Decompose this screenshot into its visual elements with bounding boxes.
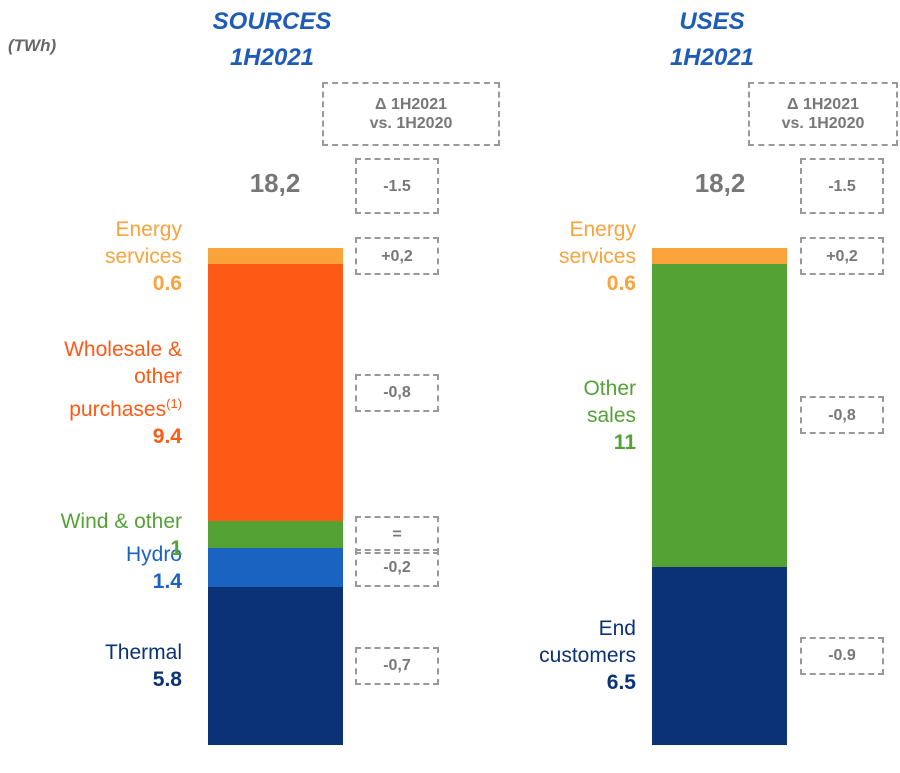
segment-value: 1 [170,536,182,560]
total-label: 18,2 [249,168,301,198]
segment-delta: -0,8 [800,396,884,435]
segment-delta: -0.9 [800,636,884,675]
segment-name: Thermal [105,639,182,666]
segment-name-text: services [558,244,636,268]
delta-header-line: Δ 1H2021 [375,96,447,113]
bar-segment [208,521,343,549]
segment-delta-text: -0,2 [383,559,411,576]
segment-name-text: customers [539,644,636,668]
chart-title: USES [679,8,745,35]
bar-segment [208,264,343,522]
total-delta-text: -1.5 [828,177,856,195]
segment-name: Other [583,375,636,402]
segment-delta: -0,8 [355,373,439,412]
bar-segment [208,248,343,265]
segment-name: Energy [105,216,182,243]
segment-name-text: Thermal [104,640,182,664]
segment-value: 11 [613,430,636,454]
segment-name-text: End [598,617,636,641]
segment-name: sales [583,402,636,429]
segment-delta: = [355,515,439,554]
segment-value: 0.6 [152,271,182,295]
segment-name: other [64,363,182,390]
delta-header-line: vs. 1H2020 [781,115,865,132]
delta-header-line: Δ 1H2021 [787,96,859,113]
chart-title: SOURCES [212,8,332,35]
segment-label: End customers 6.5 [539,615,636,696]
segment-label: Thermal 5.8 [105,639,182,693]
segment-delta-text: +0,2 [826,247,858,265]
delta-header: Δ 1H2021 vs. 1H2020 [748,82,898,146]
segment-name-text: Other [583,376,636,400]
bar-segment [652,264,787,567]
segment-name: End [539,615,636,642]
segment-label: Hydro 1.4 [126,541,182,595]
segment-name: purchases(1) [64,390,182,423]
segment-name: Energy [559,216,636,243]
segment-label: Energy services 0.6 [105,216,182,297]
segment-name: customers [539,642,636,669]
segment-delta-text: -0,8 [383,384,411,402]
segment-label: Wind & other 1 [61,508,182,562]
segment-delta: -0,2 [355,548,439,587]
segment-delta: +0,2 [355,237,439,276]
segment-label: Energy services 0.6 [559,216,636,297]
unit-label: (TWh) [8,36,57,55]
bar-segment [652,248,787,265]
segment-name: Hydro [126,541,182,568]
segment-name-text: Wind & other [60,509,182,533]
segment-name-text: purchases [69,397,167,421]
segment-value: 1.4 [152,569,182,593]
segment-value: 6.5 [606,671,636,695]
segment-name-text: Energy [115,217,182,241]
segment-name-text: services [104,244,182,268]
segment-value: 0.6 [606,271,636,295]
bar-segment [652,566,787,745]
chart-subtitle: 1H2021 [669,44,755,71]
delta-header-line: vs. 1H2020 [369,115,453,132]
segment-delta-text: -0.9 [828,647,856,665]
segment-name: Wind & other [61,508,182,535]
bar-segment [208,548,343,587]
segment-delta: -0,7 [355,646,439,685]
total-delta: -1.5 [355,158,439,214]
segment-name: Wholesale & [64,336,182,363]
segment-name: services [105,243,182,270]
segment-value: 5.8 [152,667,182,691]
segment-label: Other sales 11 [583,375,636,456]
segment-name-text: Hydro [125,542,182,566]
segment-delta-text: -0,8 [828,406,856,424]
footnote-mark: (1) [166,395,182,411]
segment-delta: +0,2 [800,237,884,276]
total-delta-text: -1.5 [383,177,411,195]
segment-name-text: Wholesale & [64,337,182,361]
segment-name: services [559,243,636,270]
segment-delta-text: +0,2 [381,247,413,265]
segment-name-text: other [134,364,182,388]
total-label: 18,2 [694,168,746,198]
delta-header: Δ 1H2021 vs. 1H2020 [322,82,500,146]
chart-subtitle: 1H2021 [229,44,315,71]
segment-delta-text: = [392,526,402,544]
segment-label: Wholesale & other purchases(1) 9.4 [64,336,182,450]
segment-name-text: sales [586,403,636,427]
segment-name-text: Energy [569,217,636,241]
total-delta: -1.5 [800,158,884,214]
bar-segment [208,586,343,745]
segment-value: 9.4 [152,424,182,448]
segment-delta-text: -0,7 [383,657,411,675]
